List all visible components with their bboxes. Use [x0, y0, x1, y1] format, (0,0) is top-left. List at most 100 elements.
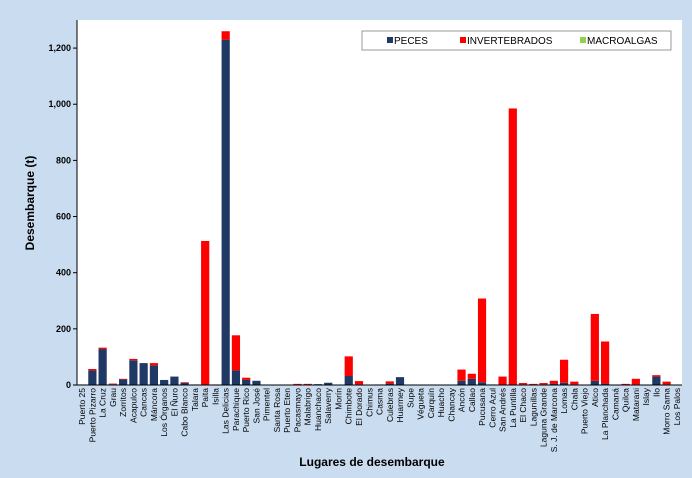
x-tick-label: El Chaco [518, 388, 528, 423]
bar-invertebrados-30 [385, 381, 394, 384]
bar-invertebrados-57 [662, 381, 671, 385]
x-tick-label: Puerto Pizarro [87, 388, 97, 443]
x-tick-label: Lagunillas [528, 388, 538, 426]
x-tick-label: Pacasmayo [292, 388, 302, 433]
x-tick-label: Pucusana [477, 388, 487, 426]
bar-invertebrados-2 [98, 347, 107, 350]
x-tick-label: S. J. de Marcona [549, 388, 559, 453]
bar-invertebrados-54 [631, 378, 640, 385]
legend-label-invertebrados: INVERTEBRADOS [467, 36, 553, 47]
x-tick-label: Puerto Viejo [580, 388, 590, 434]
bar-invertebrados-51 [600, 341, 610, 384]
bar-peces-7 [149, 365, 159, 385]
y-tick-label: 800 [56, 155, 71, 165]
y-tick-label: 0 [66, 380, 71, 390]
x-tick-label: Isilla [210, 388, 220, 405]
bar-invertebrados-27 [354, 381, 364, 385]
x-tick-label: Salaverry [323, 387, 333, 424]
bar-invertebrados-26 [344, 356, 353, 377]
bar-invertebrados-53 [621, 383, 630, 385]
x-tick-label: Santa Rosa [272, 388, 282, 433]
x-tick-label: Ancón [457, 388, 467, 412]
bar-invertebrados-46 [549, 380, 558, 384]
x-tick-label: Callao [467, 388, 477, 412]
bar-invertebrados-4 [119, 378, 128, 380]
bar-invertebrados-5 [129, 358, 138, 361]
bar-peces-15 [231, 370, 241, 385]
bar-invertebrados-56 [652, 375, 661, 377]
bar-invertebrados-47 [559, 359, 569, 383]
bar-peces-31 [395, 377, 405, 385]
x-tick-label: Morro Sama [662, 388, 672, 435]
bar-peces-6 [139, 363, 148, 385]
x-tick-label: El Ñuro [169, 388, 179, 417]
x-tick-label: Quilca [621, 388, 631, 412]
bar-peces-56 [652, 376, 661, 385]
x-tick-label: Paita [200, 388, 210, 408]
legend-label-macroalgas: MACROALGAS [587, 36, 658, 47]
x-tick-label: Los Órganos [159, 388, 169, 437]
x-tick-label: Huacho [436, 388, 446, 418]
bar-invertebrados-48 [570, 381, 579, 385]
x-tick-label: Lomas [559, 388, 569, 414]
bar-invertebrados-15 [231, 335, 241, 371]
bar-peces-50 [590, 380, 599, 385]
x-tick-label: La Cruz [98, 388, 108, 418]
bar-peces-30 [385, 383, 394, 385]
bar-invertebrados-12 [201, 240, 210, 385]
x-tick-label: Los Palos [672, 388, 682, 425]
y-tick-label: 1,200 [48, 43, 71, 53]
bar-invertebrados-41 [498, 376, 507, 385]
bar-invertebrados-37 [457, 369, 466, 381]
x-tick-label: Acapulco [128, 388, 138, 423]
x-tick-label: Parachique [231, 388, 241, 431]
x-tick-label: Huarmey [395, 387, 405, 422]
x-tick-label: Zorritos [118, 388, 128, 417]
x-tick-label: Talara [190, 388, 200, 411]
x-tick-label: Morín [333, 388, 343, 410]
bar-invertebrados-42 [508, 108, 517, 385]
legend: PECES INVERTEBRADOS MACROALGAS [361, 30, 672, 51]
x-tick-label: Végueta [416, 388, 426, 420]
bar-peces-8 [160, 379, 169, 385]
x-tick-label: Huanchaco [313, 388, 323, 431]
x-tick-label: Cancas [139, 388, 149, 417]
y-tick-label: 1,000 [48, 99, 71, 109]
x-tick-label: Puerto Rico [241, 388, 251, 433]
x-tick-label: Chancay [446, 387, 456, 421]
x-tick-label: Las Delicias [221, 388, 231, 434]
x-tick-label: Chimbote [344, 388, 354, 425]
bar-invertebrados-14 [221, 31, 230, 40]
bar-invertebrados-10 [180, 382, 189, 383]
y-axis-title: Desembarque (t) [23, 156, 37, 251]
bar-invertebrados-45 [539, 383, 548, 385]
bar-invertebrados-50 [590, 313, 599, 381]
x-tick-label: Chala [569, 388, 579, 410]
x-tick-label: Ilo [651, 388, 661, 397]
legend-label-peces: PECES [394, 36, 428, 47]
legend-swatch-peces [387, 37, 393, 43]
x-tick-label: La Puntilla [508, 388, 518, 428]
bar-peces-39 [477, 382, 487, 385]
bar-peces-10 [180, 382, 189, 385]
x-tick-label: Cerro Azul [487, 388, 497, 428]
x-tick-label: Supe [405, 388, 415, 408]
bar-peces-5 [129, 360, 138, 385]
y-ticks: 0 200 400 600 800 1,000 1,200 [48, 43, 77, 390]
bar-invertebrados-16 [242, 377, 251, 380]
bar-peces-46 [549, 383, 558, 385]
bar-peces-26 [344, 376, 353, 385]
x-tick-label: Carquín [426, 388, 436, 419]
x-tick-label: Casma [375, 388, 385, 415]
bar-invertebrados-21 [293, 383, 302, 385]
x-tick-label: Pimentel [262, 388, 272, 421]
x-tick-label: Laguna Grande [539, 388, 549, 447]
x-ticks: Puerto 25 Puerto Pizarro La Cruz Grau Zorrit… [77, 387, 682, 452]
plot-area [77, 20, 682, 385]
bar-invertebrados-44 [529, 383, 538, 385]
bar-invertebrados-22 [303, 383, 312, 385]
bar-invertebrados-38 [467, 373, 476, 379]
bar-peces-38 [467, 378, 476, 385]
x-tick-label: Chimus [364, 388, 374, 417]
